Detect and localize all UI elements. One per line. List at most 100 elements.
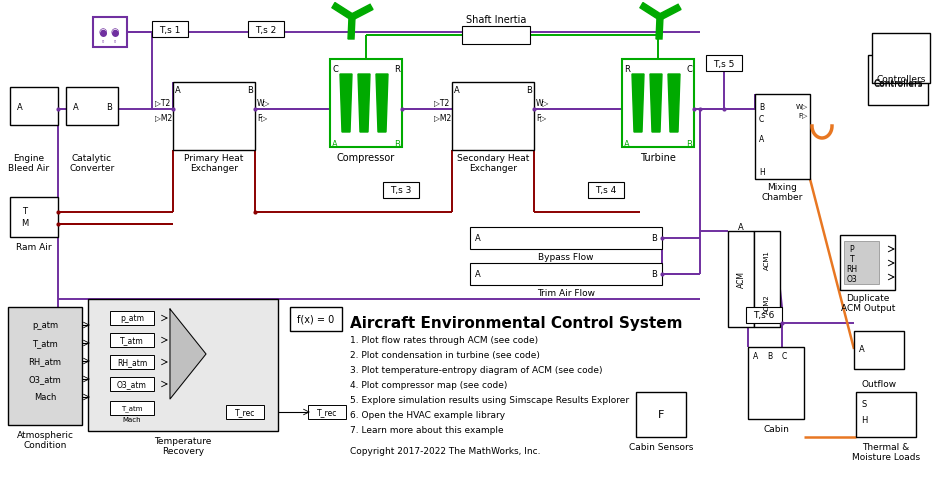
Polygon shape (650, 75, 662, 133)
Text: RH: RH (846, 265, 857, 274)
Bar (470, 263, 662, 286)
Polygon shape (640, 3, 661, 20)
Text: ▷M2: ▷M2 (155, 113, 173, 122)
Bar (872, 34, 930, 84)
Text: Compressor: Compressor (337, 152, 395, 163)
Text: B: B (767, 351, 773, 360)
Text: ◉: ◉ (111, 27, 119, 37)
Text: B: B (759, 103, 764, 112)
Bar (844, 242, 879, 285)
Text: A: A (624, 140, 630, 149)
Text: Engine
Bleed Air: Engine Bleed Air (8, 154, 50, 173)
Text: A: A (859, 345, 865, 354)
Text: B: B (394, 140, 400, 149)
Bar (856, 392, 916, 437)
Polygon shape (348, 18, 355, 40)
Bar (248, 22, 284, 38)
Text: Controllers: Controllers (873, 80, 923, 89)
Text: O3: O3 (847, 275, 857, 284)
Text: C: C (759, 115, 764, 124)
Text: T: T (850, 255, 855, 264)
Bar (110, 355, 154, 369)
Text: ACM: ACM (736, 271, 746, 288)
Text: A: A (738, 223, 744, 232)
Bar (152, 22, 188, 38)
Text: Trim Air Flow: Trim Air Flow (537, 289, 595, 298)
Text: A: A (17, 102, 23, 111)
Text: Chamber: Chamber (762, 193, 803, 202)
Text: F▷: F▷ (536, 113, 546, 122)
Text: Condition: Condition (23, 440, 67, 450)
Bar (622, 60, 694, 148)
Text: 3. Plot temperature-entropy diagram of ACM (see code): 3. Plot temperature-entropy diagram of A… (350, 365, 602, 374)
Text: P: P (850, 245, 855, 254)
Text: T,s 2: T,s 2 (255, 26, 277, 34)
Text: Bypass Flow: Bypass Flow (538, 253, 594, 262)
Text: Temperature: Temperature (155, 437, 212, 446)
Text: Controllers: Controllers (873, 78, 923, 87)
Bar (470, 227, 662, 249)
Text: Copyright 2017-2022 The MathWorks, Inc.: Copyright 2017-2022 The MathWorks, Inc. (350, 446, 540, 455)
Text: T_rec: T_rec (234, 408, 255, 417)
Bar (173, 83, 255, 151)
Text: B: B (686, 140, 692, 149)
Polygon shape (658, 5, 681, 20)
Bar (728, 231, 754, 327)
Polygon shape (170, 309, 206, 399)
Text: H: H (861, 416, 868, 424)
Text: ACM1: ACM1 (764, 250, 770, 270)
Bar (452, 83, 534, 151)
Text: T,s 3: T,s 3 (390, 186, 412, 195)
Bar (110, 311, 154, 325)
Bar (854, 332, 904, 369)
Text: Moisture Loads: Moisture Loads (852, 453, 920, 462)
Text: Mach: Mach (34, 393, 56, 402)
Bar (588, 182, 624, 198)
Text: Mach: Mach (123, 416, 142, 422)
Bar (636, 392, 686, 437)
Text: T_atm: T_atm (32, 339, 58, 348)
Text: Secondary Heat: Secondary Heat (457, 154, 529, 163)
Text: 7. Learn more about this example: 7. Learn more about this example (350, 425, 504, 434)
Text: A: A (332, 140, 338, 149)
Bar (8, 307, 82, 425)
Text: Ram Air: Ram Air (16, 243, 52, 252)
Text: ▷T2: ▷T2 (434, 98, 449, 107)
Text: B: B (651, 270, 657, 279)
Text: Exchanger: Exchanger (469, 164, 517, 173)
Text: B: B (106, 102, 112, 111)
Bar (308, 405, 346, 419)
Text: T,s 1: T,s 1 (159, 26, 181, 34)
Text: A: A (476, 234, 481, 243)
Text: Aircraft Environmental Control System: Aircraft Environmental Control System (350, 316, 683, 330)
Bar (110, 333, 154, 348)
Text: Shaft Inertia: Shaft Inertia (466, 15, 526, 25)
Bar (93, 18, 127, 48)
Text: C: C (332, 65, 338, 74)
Text: B: B (247, 86, 253, 95)
Text: W▷: W▷ (536, 98, 550, 107)
Bar (748, 348, 804, 419)
Polygon shape (351, 5, 373, 20)
Bar (290, 307, 342, 332)
Bar (755, 95, 810, 180)
Bar (840, 236, 895, 290)
Polygon shape (340, 75, 352, 133)
Text: Mixing: Mixing (767, 183, 797, 192)
Text: Cabin: Cabin (763, 424, 789, 434)
Text: C: C (781, 351, 787, 360)
Text: A: A (476, 270, 481, 279)
Bar (868, 56, 928, 106)
Polygon shape (656, 18, 663, 40)
Text: Controllers: Controllers (876, 76, 926, 84)
Text: F▷: F▷ (257, 113, 267, 122)
Polygon shape (376, 75, 388, 133)
Text: A: A (454, 86, 460, 95)
Text: C: C (686, 65, 692, 74)
Bar (110, 401, 154, 415)
Text: 2. Plot condensation in turbine (see code): 2. Plot condensation in turbine (see cod… (350, 350, 540, 359)
Text: T: T (23, 207, 27, 216)
Text: Cabin Sensors: Cabin Sensors (628, 442, 693, 452)
Bar (330, 60, 402, 148)
Bar (110, 377, 154, 391)
